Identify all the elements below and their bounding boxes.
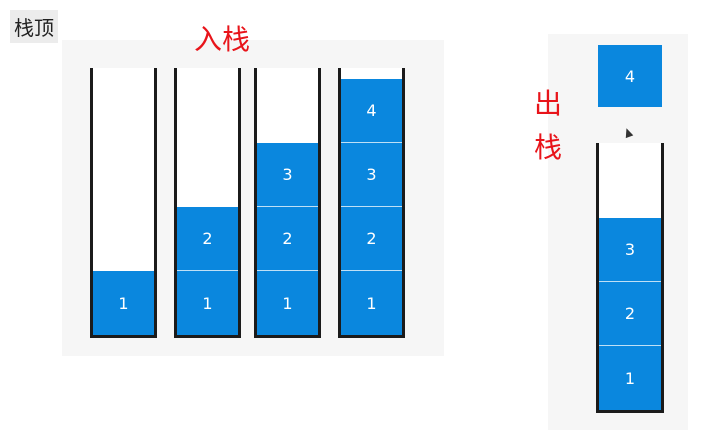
push-stack-3-item-2: 2	[257, 207, 318, 271]
push-stack-4-item-1: 1	[341, 271, 402, 335]
push-stack-2-item-2: 2	[177, 207, 238, 271]
pop-stack-item-1: 1	[599, 346, 661, 410]
push-label: 入栈	[194, 23, 251, 56]
pop-label: 出栈	[533, 87, 562, 164]
push-stack-4-item-2: 2	[341, 207, 402, 271]
push-stack-4-item-4: 4	[341, 79, 402, 143]
push-stack-1-item-1: 1	[93, 271, 154, 335]
push-stack-3-item-3: 3	[257, 143, 318, 207]
stack-top-label: 栈顶	[10, 10, 58, 43]
pop-stack-item-2: 2	[599, 282, 661, 346]
push-stack-4-item-3: 3	[341, 143, 402, 207]
push-stack-2-item-1: 1	[177, 271, 238, 335]
popped-element: 4	[598, 45, 662, 107]
push-stack-1: 1	[90, 68, 157, 338]
push-stack-3-item-1: 1	[257, 271, 318, 335]
pop-stack-item-3: 3	[599, 218, 661, 282]
